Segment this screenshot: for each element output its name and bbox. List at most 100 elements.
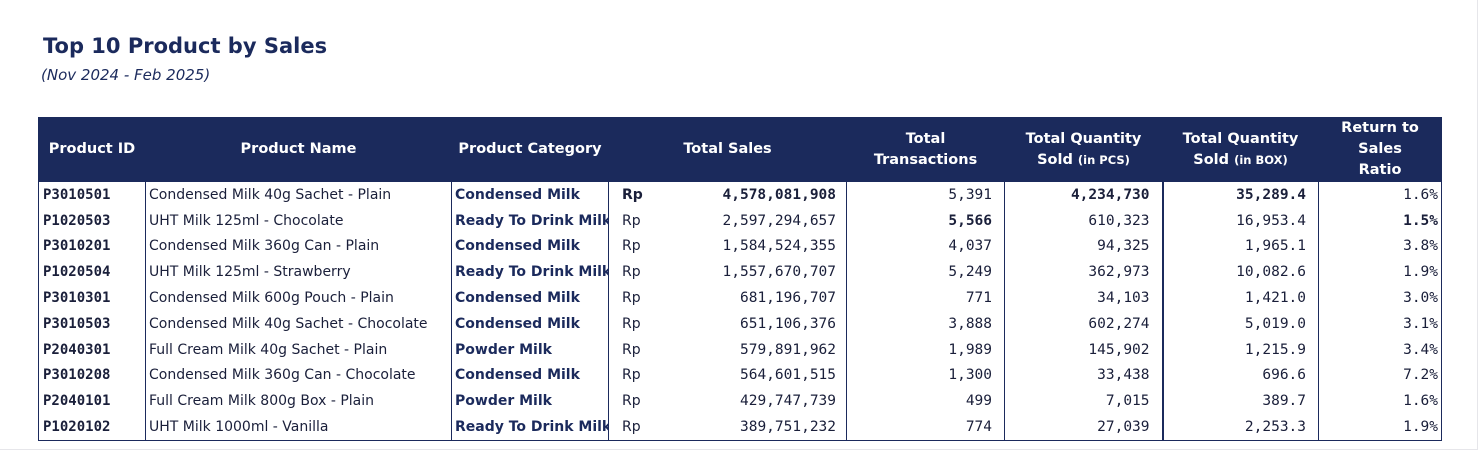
table-row: P3010201 Condensed Milk 360g Can - Plain…: [38, 233, 1443, 260]
table-row: P1020503 UHT Milk 125ml - Chocolate Read…: [38, 207, 1443, 234]
cell-total-sales: 681,196,707: [663, 285, 848, 311]
cell-total-transactions: 5,566: [846, 207, 1006, 234]
cell-return-ratio: 3.0%: [1318, 285, 1443, 311]
cell-product-id: P2040101: [38, 388, 146, 415]
report-subtitle: (Nov 2024 - Feb 2025): [41, 66, 211, 84]
cell-qty-box: 2,253.3: [1161, 414, 1320, 441]
header-qty-box-line1: Total Quantity: [1182, 130, 1299, 147]
cell-product-name: UHT Milk 125ml - Strawberry: [145, 259, 452, 286]
cell-total-sales: 4,578,081,908: [663, 181, 848, 208]
table-row: P1020102 UHT Milk 1000ml - Vanilla Ready…: [38, 414, 1443, 441]
cell-total-transactions: 499: [846, 388, 1006, 415]
cell-return-ratio: 7.2%: [1318, 362, 1443, 389]
cell-product-category: Condensed Milk: [451, 310, 609, 337]
cell-qty-pcs: 4,234,730: [1004, 181, 1164, 208]
table-row: P3010301 Condensed Milk 600g Pouch - Pla…: [38, 285, 1443, 311]
cell-total-transactions: 4,037: [846, 233, 1006, 260]
cell-qty-pcs: 94,325: [1004, 233, 1164, 260]
cell-product-id: P3010208: [38, 362, 146, 389]
table-row: P3010503 Condensed Milk 40g Sachet - Cho…: [38, 310, 1443, 337]
cell-product-category: Ready To Drink Milk: [451, 259, 609, 286]
cell-total-transactions: 771: [846, 285, 1006, 311]
cell-qty-box: 696.6: [1161, 362, 1320, 389]
cell-product-id: P1020504: [38, 259, 146, 286]
cell-product-name: Full Cream Milk 800g Box - Plain: [145, 388, 452, 415]
cell-total-sales: 2,597,294,657: [663, 207, 848, 234]
header-qty-box[interactable]: Total Quantity Sold (in BOX): [1162, 117, 1320, 182]
cell-product-category: Condensed Milk: [451, 362, 609, 389]
cell-product-name: UHT Milk 125ml - Chocolate: [145, 207, 452, 234]
cell-product-category: Condensed Milk: [451, 285, 609, 311]
cell-product-name: UHT Milk 1000ml - Vanilla: [145, 414, 452, 441]
table-row: P1020504 UHT Milk 125ml - Strawberry Rea…: [38, 259, 1443, 286]
cell-qty-box: 1,421.0: [1161, 285, 1320, 311]
cell-total-sales: 651,106,376: [663, 310, 848, 337]
cell-product-id: P1020503: [38, 207, 146, 234]
cell-total-sales: 579,891,962: [663, 336, 848, 363]
cell-return-ratio: 3.8%: [1318, 233, 1443, 260]
cell-qty-box: 389.7: [1161, 388, 1320, 415]
cell-currency: Rp: [608, 310, 664, 337]
cell-product-id: P1020102: [38, 414, 146, 441]
cell-qty-pcs: 7,015: [1004, 388, 1164, 415]
cell-return-ratio: 1.6%: [1318, 181, 1443, 208]
cell-total-sales: 1,584,524,355: [663, 233, 848, 260]
cell-product-category: Ready To Drink Milk: [451, 414, 609, 441]
cell-product-name: Condensed Milk 40g Sachet - Chocolate: [145, 310, 452, 337]
cell-currency: Rp: [608, 285, 664, 311]
cell-product-category: Condensed Milk: [451, 233, 609, 260]
cell-qty-pcs: 610,323: [1004, 207, 1164, 234]
cell-product-category: Powder Milk: [451, 336, 609, 363]
cell-qty-pcs: 33,438: [1004, 362, 1164, 389]
cell-total-transactions: 1,989: [846, 336, 1006, 363]
cell-total-sales: 564,601,515: [663, 362, 848, 389]
header-qty-pcs-line2: Sold: [1037, 151, 1073, 168]
cell-product-id: P3010503: [38, 310, 146, 337]
cell-product-name: Condensed Milk 40g Sachet - Plain: [145, 181, 452, 208]
cell-product-category: Condensed Milk: [451, 181, 609, 208]
table-row: P3010501 Condensed Milk 40g Sachet - Pla…: [38, 181, 1443, 208]
header-qty-box-line2: Sold: [1193, 151, 1230, 168]
cell-qty-pcs: 145,902: [1004, 336, 1164, 363]
header-product-name[interactable]: Product Name: [145, 117, 452, 182]
cell-currency: Rp: [608, 336, 664, 363]
header-ratio-line2: Ratio: [1358, 162, 1402, 178]
cell-currency: Rp: [608, 414, 664, 441]
cell-product-id: P3010501: [38, 181, 146, 208]
header-return-ratio[interactable]: Return to Sales Ratio: [1318, 117, 1443, 182]
cell-qty-box: 35,289.4: [1161, 181, 1320, 208]
cell-total-transactions: 3,888: [846, 310, 1006, 337]
cell-return-ratio: 3.1%: [1318, 310, 1443, 337]
cell-product-id: P2040301: [38, 336, 146, 363]
cell-total-transactions: 5,391: [846, 181, 1006, 208]
cell-qty-box: 1,215.9: [1161, 336, 1320, 363]
cell-currency: Rp: [608, 207, 664, 234]
cell-currency: Rp: [608, 362, 664, 389]
header-ratio-line1: Return to Sales: [1341, 120, 1419, 157]
cell-qty-box: 10,082.6: [1161, 259, 1320, 286]
cell-total-transactions: 774: [846, 414, 1006, 441]
top-products-table: Product ID Product Name Product Category…: [38, 117, 1443, 441]
cell-product-name: Condensed Milk 600g Pouch - Plain: [145, 285, 452, 311]
header-total-sales[interactable]: Total Sales: [607, 117, 848, 182]
header-qty-pcs[interactable]: Total Quantity Sold (in PCS): [1004, 117, 1164, 182]
header-qty-pcs-unit: (in PCS): [1077, 152, 1130, 167]
header-product-id[interactable]: Product ID: [38, 117, 146, 182]
cell-total-transactions: 5,249: [846, 259, 1006, 286]
cell-currency: Rp: [608, 181, 664, 208]
cell-return-ratio: 1.9%: [1318, 259, 1443, 286]
table-header-row: Product ID Product Name Product Category…: [38, 117, 1443, 182]
cell-return-ratio: 1.5%: [1318, 207, 1443, 234]
table-row: P2040301 Full Cream Milk 40g Sachet - Pl…: [38, 336, 1443, 363]
cell-product-id: P3010201: [38, 233, 146, 260]
header-qty-box-unit: (in BOX): [1234, 152, 1288, 167]
cell-return-ratio: 3.4%: [1318, 336, 1443, 363]
header-total-transactions[interactable]: Total Transactions: [846, 117, 1006, 182]
cell-total-transactions: 1,300: [846, 362, 1006, 389]
cell-currency: Rp: [608, 233, 664, 260]
header-product-category[interactable]: Product Category: [451, 117, 609, 182]
cell-qty-pcs: 27,039: [1004, 414, 1164, 441]
cell-product-category: Powder Milk: [451, 388, 609, 415]
cell-qty-box: 16,953.4: [1161, 207, 1320, 234]
